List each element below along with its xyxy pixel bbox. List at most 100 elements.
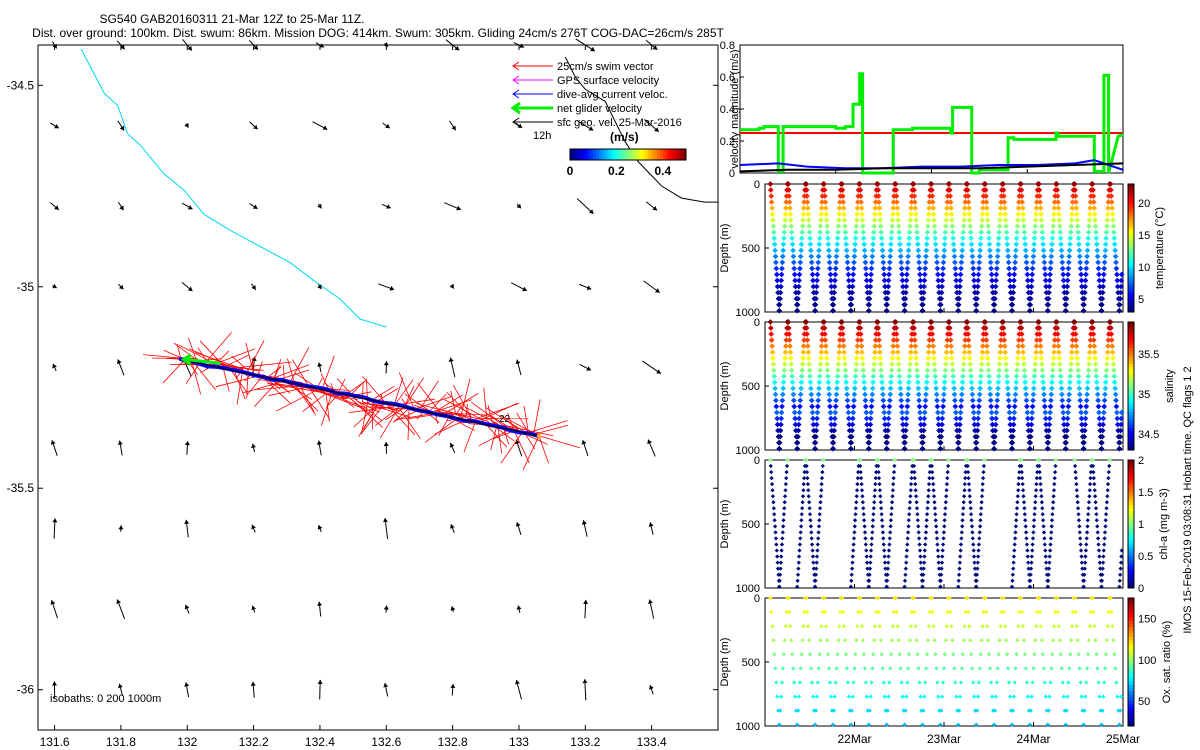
temperature-point: [769, 205, 775, 211]
salinity-point: [975, 409, 982, 416]
chla-point: [944, 481, 950, 487]
oxygen-point: [832, 694, 837, 699]
oxygen-point: [961, 638, 966, 643]
temperature-point: [860, 235, 867, 242]
chla-point: [923, 530, 929, 535]
salinity-point: [913, 355, 919, 362]
salinity-point: [782, 355, 788, 362]
salinity-point: [837, 337, 843, 343]
chla-point: [922, 554, 927, 559]
salinity-point: [1116, 445, 1123, 452]
chla-point: [1088, 475, 1093, 481]
geo-arrow-head: [385, 123, 390, 129]
temperature-point: [1118, 277, 1125, 284]
chla-point: [921, 566, 926, 571]
temperature-point: [955, 307, 962, 314]
oxygen-point: [778, 708, 783, 713]
temperature-point: [770, 229, 777, 236]
temperature-point: [902, 289, 909, 296]
temperature-point: [1117, 289, 1124, 296]
geo-arrow-head: [519, 43, 524, 48]
temperature-point: [863, 271, 870, 278]
salinity-point: [876, 343, 883, 349]
salinity-point: [852, 373, 859, 380]
salinity-point: [922, 403, 929, 410]
salinity-point: [805, 355, 812, 362]
temperature-point: [788, 223, 795, 230]
oxygen-point: [1024, 680, 1030, 685]
salinity-point: [1042, 415, 1049, 422]
salinity-point: [915, 385, 922, 392]
oxygen-point: [1055, 609, 1060, 615]
temperature-point: [795, 295, 801, 302]
salinity-point: [872, 337, 879, 343]
salinity-point: [1019, 343, 1026, 349]
salinity-point: [807, 373, 813, 380]
chla-point: [1025, 548, 1030, 553]
salinity-point: [959, 379, 966, 386]
temperature-point: [1081, 295, 1088, 302]
chla-point: [932, 506, 938, 511]
temperature-point: [1118, 283, 1124, 290]
salinity-point: [863, 409, 870, 416]
salinity-point: [828, 421, 835, 428]
salinity-point: [1114, 415, 1121, 422]
profile-colorbar-segment: [1128, 325, 1134, 329]
swim-vector: [362, 401, 400, 412]
salinity-point: [1021, 373, 1028, 380]
profile-colorbar-segment: [1128, 504, 1134, 509]
salinity-point: [795, 433, 801, 440]
temperature-point: [1031, 241, 1037, 248]
temperature-point: [911, 199, 918, 205]
oxygen-point: [1005, 666, 1011, 671]
salinity-point: [950, 373, 957, 380]
temperature-point: [812, 301, 819, 308]
salinity-point: [1033, 337, 1040, 343]
temperature-point: [800, 217, 806, 224]
salinity-point: [851, 391, 858, 398]
chla-point: [1032, 512, 1037, 517]
chla-point: [1020, 488, 1026, 493]
salinity-point: [958, 391, 965, 398]
chla-point: [1032, 506, 1038, 511]
chla-point: [1118, 572, 1123, 577]
salinity-point: [995, 373, 1002, 380]
salinity-point: [932, 367, 938, 374]
depth-tick-label: 0: [754, 593, 760, 605]
oxygen-point: [934, 666, 939, 671]
temperature-point: [879, 241, 885, 248]
profile-colorbar-segment: [1128, 193, 1134, 198]
salinity-point: [1065, 403, 1072, 410]
oxygen-point: [1019, 609, 1025, 615]
salinity-point: [1091, 343, 1098, 349]
velocity-series-net-glider-velocity: [740, 72, 1124, 175]
isobath-0m-line: [80, 48, 387, 328]
oxygen-point: [885, 708, 890, 713]
temperature-point: [835, 217, 842, 224]
chla-point: [1107, 457, 1112, 463]
chla-point: [809, 542, 815, 547]
temperature-point: [987, 259, 994, 266]
profile-colorbar-segment: [1128, 575, 1134, 579]
profile-colorbar-segment: [1128, 260, 1134, 265]
chla-point: [1118, 560, 1124, 565]
salinity-point: [957, 415, 964, 422]
chla-point: [1077, 524, 1082, 529]
temperature-point: [1104, 211, 1111, 218]
swim-vector: [398, 407, 421, 440]
temperature-point: [1048, 259, 1054, 266]
profile-colorbar-segment: [1128, 235, 1134, 239]
salinity-point: [860, 367, 867, 374]
salinity-point: [920, 433, 927, 440]
temperature-point: [947, 193, 954, 199]
salinity-point: [882, 421, 888, 428]
oxygen-point: [1117, 722, 1122, 727]
chla-point: [1014, 512, 1019, 517]
oxygen-point: [797, 680, 803, 685]
oxygen-point: [830, 722, 836, 727]
oxygen-point: [1060, 680, 1065, 685]
temperature-point: [902, 295, 909, 302]
oxygen-point: [1020, 624, 1026, 629]
oxygen-point: [1051, 624, 1057, 629]
